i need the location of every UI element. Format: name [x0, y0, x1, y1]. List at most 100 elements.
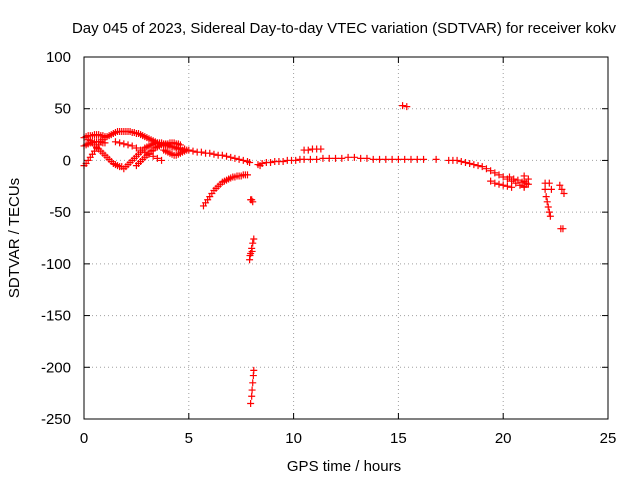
- x-tick-labels: 0 5 10 15 20 25: [80, 430, 617, 447]
- data-point: [470, 161, 478, 169]
- data-point: [474, 162, 482, 170]
- data-point: [128, 142, 136, 150]
- data-point: [116, 139, 124, 147]
- data-point: [325, 154, 333, 162]
- data-point: [499, 173, 507, 181]
- data-point: [401, 155, 409, 163]
- data-point: [543, 198, 551, 206]
- data-point: [338, 154, 346, 162]
- data-point: [510, 175, 518, 183]
- data-point: [231, 154, 239, 162]
- data-point: [357, 154, 365, 162]
- data-point: [250, 235, 258, 243]
- data-point: [420, 155, 428, 163]
- data-point: [239, 156, 247, 164]
- data-point: [559, 225, 567, 233]
- data-point: [137, 146, 145, 154]
- data-point: [319, 154, 327, 162]
- data-point: [499, 181, 507, 189]
- data-point: [547, 185, 555, 193]
- data-point: [399, 102, 407, 110]
- data-point: [403, 103, 411, 111]
- data-point: [369, 155, 377, 163]
- data-point: [541, 185, 549, 193]
- data-point: [249, 198, 257, 206]
- data-point: [258, 160, 266, 168]
- data-point: [249, 379, 257, 387]
- data-point: [223, 152, 231, 160]
- data-point: [332, 154, 340, 162]
- data-point: [120, 140, 128, 148]
- data-point: [520, 183, 528, 191]
- data-point: [487, 177, 495, 185]
- data-point: [495, 180, 503, 188]
- data-point: [227, 153, 235, 161]
- y-tick-label: -100: [41, 256, 71, 273]
- x-tick-label: 10: [285, 430, 302, 447]
- data-point: [235, 155, 243, 163]
- data-point: [413, 155, 421, 163]
- y-tick-labels: 100 50 0 -50 -100 -150 -200 -250: [41, 49, 71, 428]
- data-point: [132, 144, 140, 152]
- data-point: [218, 151, 226, 159]
- data-point: [317, 145, 325, 153]
- data-point: [542, 193, 550, 201]
- data-point: [524, 180, 532, 188]
- data-point: [176, 141, 184, 149]
- data-point: [503, 182, 511, 190]
- data-point: [247, 399, 255, 407]
- data-points: [80, 102, 568, 407]
- data-point: [206, 149, 214, 157]
- x-tick-label: 0: [80, 430, 88, 447]
- data-point: [246, 252, 254, 260]
- y-tick-label: -150: [41, 308, 71, 325]
- data-point: [124, 141, 132, 149]
- data-point: [210, 150, 218, 158]
- data-point: [546, 212, 554, 220]
- data-point: [382, 155, 390, 163]
- x-tick-label: 25: [600, 430, 617, 447]
- data-point: [487, 167, 495, 175]
- plot-frame: [83, 56, 609, 420]
- data-point: [544, 203, 552, 211]
- data-point: [363, 154, 371, 162]
- data-point: [461, 158, 469, 166]
- data-point: [249, 239, 257, 247]
- data-point: [304, 146, 312, 154]
- data-point: [514, 176, 522, 184]
- data-point: [248, 392, 256, 400]
- data-point: [491, 179, 499, 187]
- data-point: [432, 155, 440, 163]
- y-tick-label: -50: [49, 204, 71, 221]
- data-point: [560, 190, 568, 198]
- y-tick-label: 50: [54, 101, 71, 118]
- data-point: [478, 163, 486, 171]
- y-tick-label: 0: [63, 152, 71, 169]
- data-point: [505, 173, 513, 181]
- data-point: [491, 169, 499, 177]
- data-point: [111, 138, 119, 146]
- data-point: [313, 155, 321, 163]
- y-tick-label: -200: [41, 359, 71, 376]
- data-point: [279, 157, 287, 165]
- data-point: [267, 158, 275, 166]
- gridlines: [84, 57, 608, 419]
- data-point: [185, 146, 193, 154]
- data-point: [248, 386, 256, 394]
- data-point: [197, 148, 205, 156]
- y-tick-label: -250: [41, 411, 71, 428]
- data-point: [388, 155, 396, 163]
- data-point: [246, 158, 254, 166]
- data-point: [149, 152, 157, 160]
- data-point: [243, 171, 251, 179]
- data-point: [482, 165, 490, 173]
- data-point: [250, 366, 258, 374]
- data-point: [407, 155, 415, 163]
- axis-ticks: [83, 56, 609, 420]
- y-axis-title: SDTVAR / TECUs: [6, 178, 23, 298]
- data-point: [350, 153, 358, 161]
- data-point: [466, 160, 474, 168]
- data-point: [453, 156, 461, 164]
- data-point: [376, 155, 384, 163]
